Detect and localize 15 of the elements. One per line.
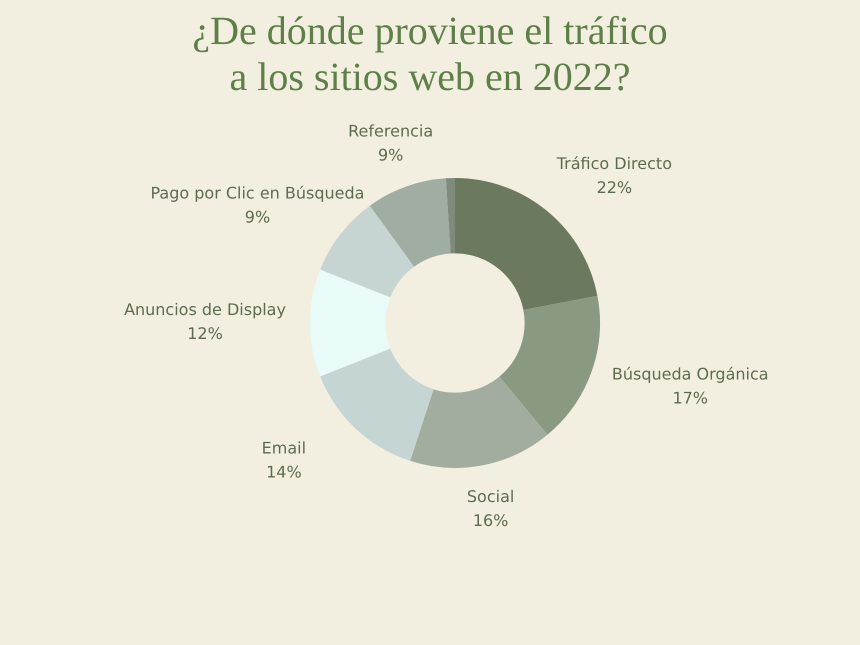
data-label: 16% [472,510,508,530]
chart-title: ¿De dónde proviene el tráfico a los sitios web en 2022? [191,7,669,101]
data-label: 9% [378,145,404,164]
slice-label: Email [262,438,306,458]
slice-label: Tráfico Directo [556,154,672,173]
slice-label: Social [466,486,514,506]
data-label: 22% [596,178,632,197]
data-label: 14% [266,462,302,482]
slice-label: Pago por Clic en Búsqueda [150,184,364,203]
data-label: 9% [244,208,270,227]
slice-label: Referencia [348,121,434,140]
data-label: 17% [672,388,708,408]
data-label: 12% [187,324,223,344]
slice-label: Búsqueda Orgánica [612,364,769,384]
slice-label: Anuncios de Display [124,300,286,320]
